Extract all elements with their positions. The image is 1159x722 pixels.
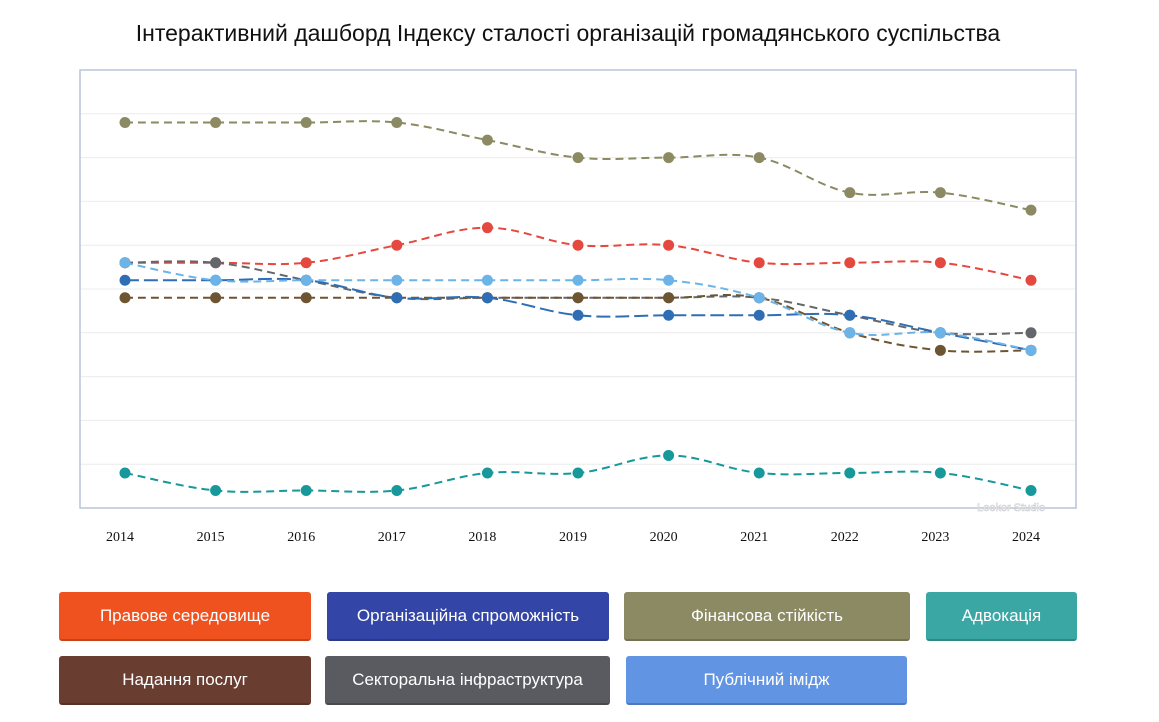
- x-tick-label: 2018: [468, 530, 496, 545]
- x-tick-label: 2020: [650, 530, 678, 545]
- data-point[interactable]: [934, 257, 946, 269]
- x-tick-label: 2022: [831, 530, 859, 545]
- chart-frame: [79, 69, 1077, 509]
- series-line: [125, 293, 1032, 353]
- data-point[interactable]: [663, 309, 675, 321]
- series-1: [119, 222, 1037, 286]
- legend-button-finansova-stiikist[interactable]: Фінансова стійкість: [624, 592, 910, 641]
- data-point[interactable]: [481, 134, 493, 146]
- page-title: Інтерактивний дашборд Індексу сталості о…: [135, 20, 1001, 46]
- looker-studio-watermark: Looker Studio: [977, 502, 1045, 514]
- data-point[interactable]: [572, 292, 584, 304]
- data-point[interactable]: [391, 484, 403, 496]
- data-point[interactable]: [210, 484, 222, 496]
- data-point[interactable]: [391, 117, 403, 129]
- data-point[interactable]: [391, 274, 403, 286]
- data-point[interactable]: [753, 152, 765, 164]
- data-point[interactable]: [1025, 344, 1037, 356]
- series-3: [119, 292, 1037, 356]
- series-0: [119, 117, 1037, 216]
- chart-grid: [80, 113, 1076, 465]
- data-point[interactable]: [210, 274, 222, 286]
- data-point[interactable]: [119, 467, 131, 479]
- x-axis: 2014 2015 2016 2017 2018 2019 2020 2021 2022 2023…: [106, 530, 1040, 545]
- data-point[interactable]: [300, 292, 312, 304]
- data-point[interactable]: [572, 467, 584, 479]
- data-point[interactable]: [300, 117, 312, 129]
- data-point[interactable]: [572, 239, 584, 251]
- x-tick-label: 2021: [740, 530, 768, 545]
- data-point[interactable]: [210, 292, 222, 304]
- x-tick-label: 2024: [1012, 530, 1040, 545]
- data-point[interactable]: [119, 257, 131, 269]
- data-point[interactable]: [572, 274, 584, 286]
- data-point[interactable]: [481, 467, 493, 479]
- data-point[interactable]: [119, 117, 131, 129]
- data-point[interactable]: [844, 257, 856, 269]
- data-point[interactable]: [300, 257, 312, 269]
- data-point[interactable]: [663, 239, 675, 251]
- data-point[interactable]: [119, 274, 131, 286]
- data-point[interactable]: [300, 274, 312, 286]
- legend-button-sektoralna-infrastruktura[interactable]: Секторальна інфраструктура: [325, 656, 610, 705]
- series-5: [119, 257, 1037, 356]
- x-tick-label: 2016: [287, 530, 315, 545]
- data-point[interactable]: [300, 484, 312, 496]
- x-tick-label: 2023: [921, 530, 949, 545]
- data-point[interactable]: [1025, 274, 1037, 286]
- data-point[interactable]: [119, 292, 131, 304]
- data-point[interactable]: [481, 292, 493, 304]
- legend-button-pravove-seredovyshche[interactable]: Правове середовище: [59, 592, 311, 641]
- legend-button-publichnyi-imidzh[interactable]: Публічний імідж: [626, 656, 907, 705]
- legend-button-advokatsiia[interactable]: Адвокація: [926, 592, 1077, 641]
- data-point[interactable]: [1025, 327, 1037, 339]
- legend-button-nadannia-posluh[interactable]: Надання послуг: [59, 656, 311, 705]
- data-point[interactable]: [1025, 484, 1037, 496]
- x-tick-label: 2017: [378, 530, 406, 545]
- data-point[interactable]: [572, 152, 584, 164]
- line-chart: 2014 2015 2016 2017 2018 2019 2020 2021 2022 2023…: [79, 69, 1077, 545]
- data-point[interactable]: [934, 467, 946, 479]
- data-point[interactable]: [210, 117, 222, 129]
- data-point[interactable]: [210, 257, 222, 269]
- data-point[interactable]: [663, 449, 675, 461]
- data-point[interactable]: [391, 239, 403, 251]
- data-point[interactable]: [844, 327, 856, 339]
- data-point[interactable]: [481, 222, 493, 234]
- series-line: [125, 226, 1032, 282]
- data-point[interactable]: [391, 292, 403, 304]
- data-point[interactable]: [481, 274, 493, 286]
- data-point[interactable]: [663, 292, 675, 304]
- legend-button-orhanizatsiina-spromozhnist[interactable]: Організаційна спроможність: [327, 592, 609, 641]
- data-point[interactable]: [753, 292, 765, 304]
- data-point[interactable]: [934, 327, 946, 339]
- data-point[interactable]: [753, 467, 765, 479]
- data-point[interactable]: [844, 467, 856, 479]
- data-point[interactable]: [753, 309, 765, 321]
- data-point[interactable]: [844, 309, 856, 321]
- data-point[interactable]: [934, 344, 946, 356]
- data-point[interactable]: [753, 257, 765, 269]
- chart-series: [119, 117, 1037, 496]
- data-point[interactable]: [844, 187, 856, 199]
- data-point[interactable]: [1025, 204, 1037, 216]
- x-tick-label: 2019: [559, 530, 587, 545]
- data-point[interactable]: [663, 152, 675, 164]
- series-6: [119, 449, 1037, 496]
- series-line: [124, 120, 1032, 212]
- data-point[interactable]: [934, 187, 946, 199]
- data-point[interactable]: [572, 309, 584, 321]
- x-tick-label: 2014: [106, 530, 134, 545]
- x-tick-label: 2015: [197, 530, 225, 545]
- data-point[interactable]: [663, 274, 675, 286]
